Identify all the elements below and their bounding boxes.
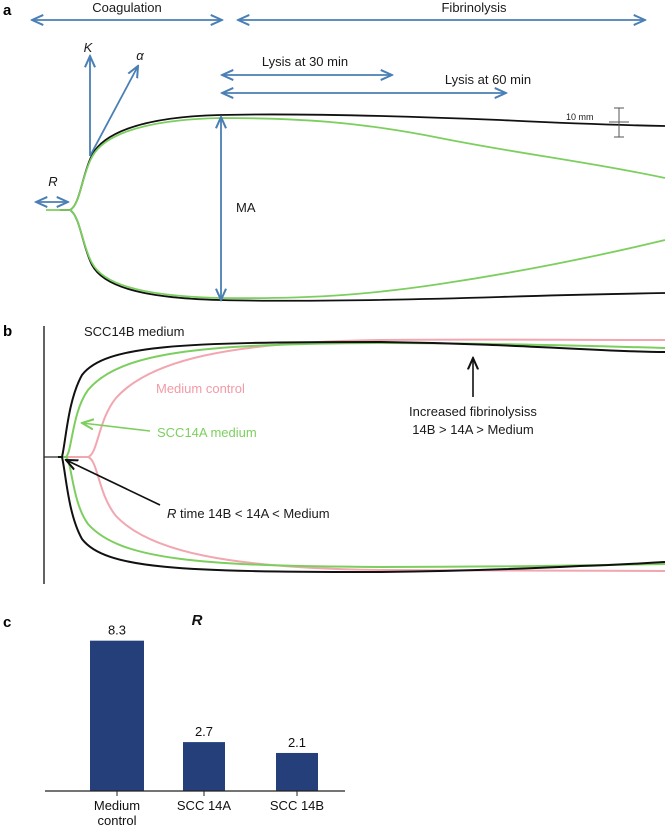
green-trace-lower (69, 209, 666, 300)
r-label: R (48, 174, 57, 189)
scc14a-pointer-arrow (82, 423, 151, 432)
scale-bar (609, 107, 629, 138)
coagulation-label: Coagulation (92, 0, 161, 15)
bar-2 (183, 742, 225, 791)
x-tick-label-3: SCC 14B (270, 798, 324, 813)
panel-c-letter: c (3, 614, 11, 631)
scc14b-label: SCC14B medium (84, 324, 184, 339)
lysis-60-label: Lysis at 60 min (445, 72, 531, 87)
x-tick-label-1: Medium (94, 798, 140, 813)
fibrinolysis-line-1: Increased fibrinolysiss (409, 404, 537, 419)
panel-b: b SCC14B medium Medium control SCC14A me… (3, 323, 666, 584)
scale-label: 10 mm (566, 112, 594, 122)
lysis-30-label: Lysis at 30 min (262, 54, 348, 69)
r-time-italic: R (167, 506, 176, 521)
scc14b-trace-upper (58, 340, 666, 458)
panel-b-letter: b (3, 323, 12, 340)
bar-1 (90, 640, 144, 791)
r-time-label: R time 14B < 14A < Medium (167, 506, 330, 521)
x-tick-label-1-line-2: control (97, 813, 136, 828)
r-time-pointer-arrow (66, 460, 161, 506)
scc14a-trace-upper (58, 341, 666, 458)
scc14a-trace-lower (65, 456, 666, 569)
scc14a-label: SCC14A medium (157, 425, 257, 440)
bar-value-label-1: 8.3 (108, 623, 126, 638)
panel-a: a Coagulation Fibrinolysis K α R MA Lysi… (3, 0, 666, 302)
k-label: K (84, 40, 94, 55)
bar-3 (276, 752, 318, 791)
scc14b-trace-lower (61, 456, 666, 574)
bar-value-label-2: 2.7 (195, 724, 213, 739)
alpha-arrow (89, 66, 138, 157)
green-trace-upper (46, 117, 666, 211)
alpha-label: α (136, 48, 144, 63)
fibrinolysis-line-2: 14B > 14A > Medium (412, 422, 533, 437)
x-tick-label-2: SCC 14A (177, 798, 232, 813)
black-trace-lower (69, 209, 666, 302)
panel-a-letter: a (3, 2, 12, 19)
bar-value-label-3: 2.1 (288, 735, 306, 750)
medium-control-label: Medium control (156, 381, 245, 396)
chart-title: R (192, 612, 203, 629)
fibrinolysis-label: Fibrinolysis (441, 0, 507, 15)
black-trace-upper (60, 113, 666, 211)
r-time-rest: time 14B < 14A < Medium (176, 506, 329, 521)
ma-label: MA (236, 200, 256, 215)
medium-control-trace-upper (58, 338, 666, 458)
